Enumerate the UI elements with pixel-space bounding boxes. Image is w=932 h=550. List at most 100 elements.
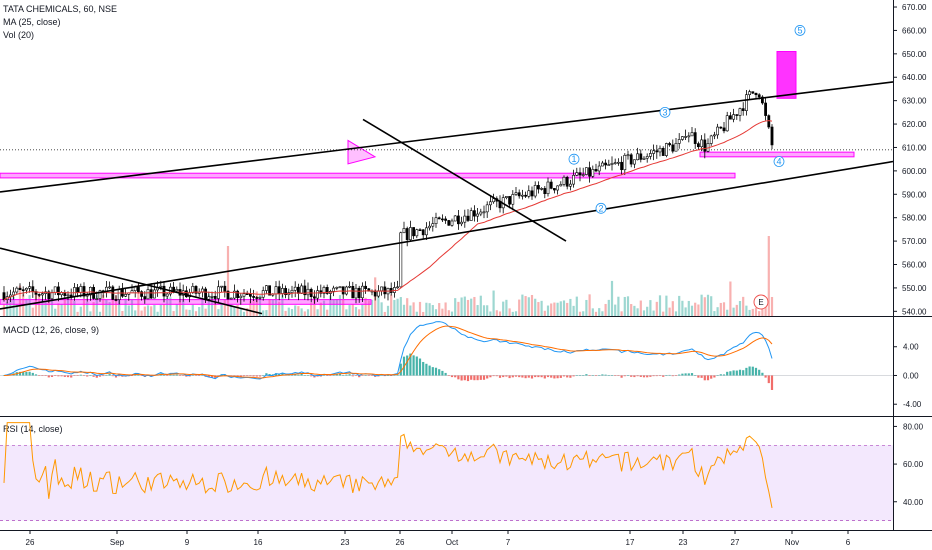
volume-bar: [380, 302, 383, 316]
macd-histogram-bar: [364, 375, 367, 376]
time-tick-label: 26: [26, 538, 35, 547]
candle-body: [114, 299, 118, 301]
macd-legend: MACD (12, 26, close, 9): [3, 325, 100, 335]
candle-body: [584, 167, 588, 175]
macd-histogram-bar: [524, 375, 527, 379]
volume-bar: [204, 308, 207, 316]
volume-bar: [370, 299, 374, 316]
macd-histogram-bar: [594, 375, 598, 376]
candle-body: [488, 201, 492, 206]
macd-histogram-bar: [306, 374, 310, 376]
wave-label-circle: [659, 106, 671, 118]
macd-histogram-bar: [217, 375, 220, 376]
price-tick-label: 660.00: [902, 26, 927, 35]
volume-bar: [28, 295, 31, 316]
macd-histogram-bar: [623, 375, 626, 377]
macd-histogram-bar: [322, 375, 326, 376]
macd-histogram-bar: [98, 375, 102, 377]
candle-body: [444, 218, 448, 221]
macd-histogram-bar: [498, 375, 502, 378]
volume-bar: [345, 309, 348, 316]
candle-body: [712, 134, 716, 137]
candle-body: [82, 286, 86, 297]
rsi-line: [3, 422, 773, 508]
candle-body: [24, 287, 28, 291]
volume-bar: [399, 297, 402, 316]
volume-bar: [735, 304, 738, 316]
macd-histogram-bar: [294, 373, 297, 376]
macd-histogram-bar: [194, 375, 198, 376]
volume-bar: [175, 304, 178, 316]
candle-body: [373, 290, 377, 297]
candle-body: [757, 94, 761, 98]
volume-bar: [281, 295, 284, 316]
volume-bar: [239, 308, 242, 316]
macd-histogram-bar: [742, 370, 745, 376]
volume-bar: [671, 301, 674, 316]
volume-bar: [70, 299, 73, 316]
volume-bar: [623, 296, 626, 316]
candle-body: [568, 183, 572, 187]
macd-histogram-bar: [425, 363, 428, 376]
macd-histogram-bar: [614, 375, 617, 376]
macd-histogram-bar: [249, 375, 252, 377]
volume-bar: [326, 309, 329, 316]
macd-histogram-bar: [633, 375, 636, 378]
candle-body: [316, 290, 320, 299]
rsi-tick-label: 40.00: [903, 498, 924, 507]
candle-body: [693, 132, 697, 144]
macd-histogram-bar: [140, 375, 143, 376]
volume-bar: [601, 311, 604, 316]
candle-body: [696, 143, 700, 148]
candle-body: [348, 286, 352, 288]
volume-bar: [402, 304, 406, 316]
macd-histogram-bar: [681, 373, 684, 376]
volume-bar: [66, 298, 70, 316]
macd-histogram-bar: [31, 372, 34, 376]
volume-bar: [361, 304, 364, 316]
candle-body: [31, 286, 35, 292]
volume-bar: [82, 298, 86, 316]
macd-histogram-bar: [591, 375, 594, 376]
volume-bar: [508, 308, 511, 316]
volume-bar: [537, 302, 540, 316]
macd-histogram-bar: [511, 375, 514, 378]
macd-histogram-bar: [668, 374, 671, 376]
macd-histogram-bar: [495, 375, 498, 377]
volume-bar: [527, 297, 530, 316]
candle-body: [623, 154, 627, 171]
volume-bar: [319, 302, 322, 316]
candle-body: [620, 161, 624, 171]
macd-histogram-bar: [393, 375, 396, 376]
candle-body: [383, 286, 387, 295]
price-tick-label: 630.00: [902, 97, 927, 106]
macd-histogram-bar: [415, 356, 418, 376]
macd-histogram-bar: [390, 375, 393, 376]
macd-histogram-bar: [476, 375, 479, 381]
macd-histogram-bar: [114, 375, 118, 378]
volume-bar: [386, 305, 390, 316]
candle-body: [53, 286, 57, 293]
volume-bar: [559, 301, 562, 316]
volume-bar: [121, 311, 124, 316]
candle-body: [549, 181, 553, 189]
candle-body: [447, 220, 451, 226]
wave-label: 4: [776, 157, 781, 167]
candle-body: [552, 188, 556, 191]
macd-histogram-bar: [694, 375, 697, 376]
macd-histogram-bar: [537, 375, 540, 378]
volume-bar: [284, 310, 287, 316]
volume-bar: [642, 310, 646, 316]
volume-bar: [502, 301, 505, 316]
price-tick-label: 600.00: [902, 167, 927, 176]
macd-histogram-bar: [236, 375, 239, 377]
macd-histogram-bar: [111, 375, 114, 377]
volume-bar: [626, 296, 630, 316]
macd-histogram-bar: [290, 374, 294, 376]
volume-bar: [658, 295, 662, 316]
candle-body: [648, 153, 652, 157]
macd-histogram-bar: [79, 374, 82, 376]
volume-bar: [700, 294, 703, 316]
candle-body: [341, 286, 345, 295]
